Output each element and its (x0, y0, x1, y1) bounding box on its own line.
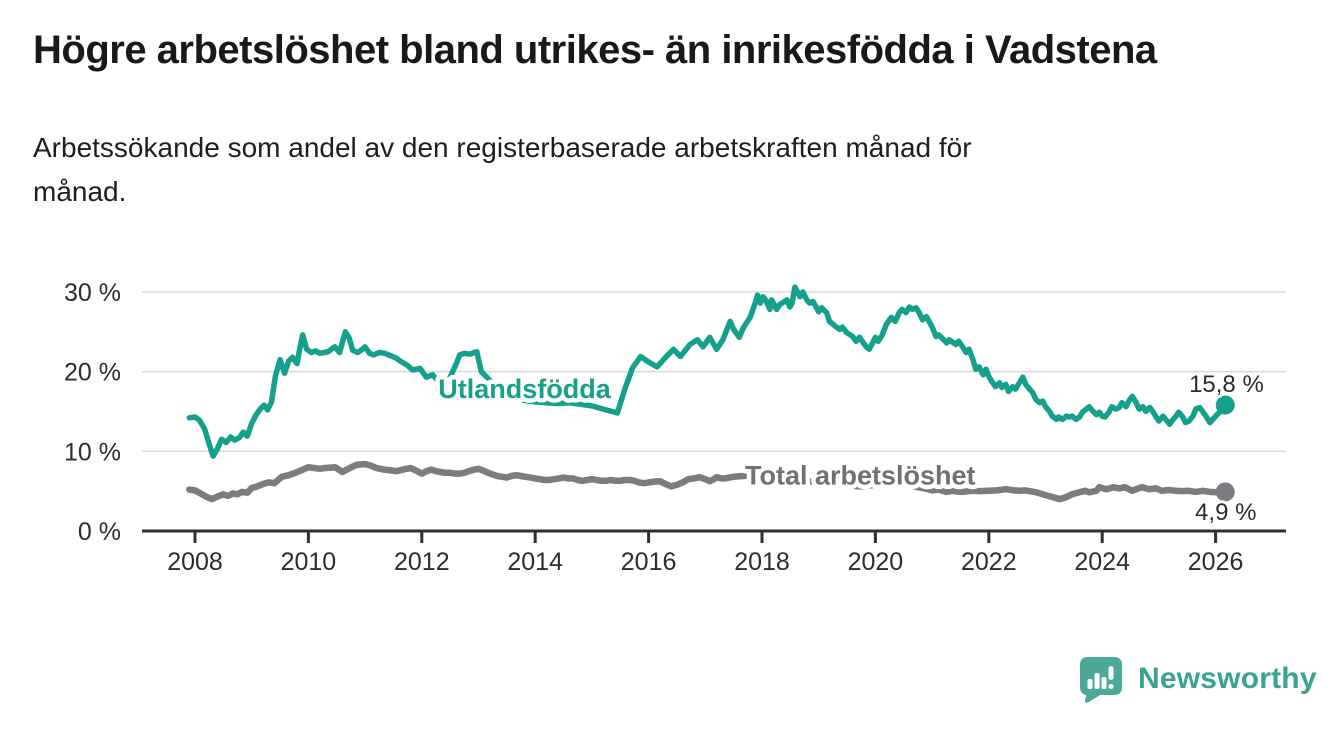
y-tick-label: 20 % (64, 359, 121, 387)
series-label-utlandsf-dda: Utlandsfödda (438, 374, 611, 404)
newsworthy-chart-bubble-icon (1080, 657, 1122, 703)
end-value-label-total-arbetsl-shet: 4,9 % (1195, 499, 1256, 526)
x-tick-label: 2020 (848, 548, 904, 576)
end-value-label-utlandsf-dda: 15,8 % (1189, 371, 1264, 398)
x-tick-label: 2026 (1188, 548, 1244, 576)
x-tick-label: 2012 (394, 548, 450, 576)
y-tick-label: 30 % (64, 279, 121, 307)
y-tick-label: 0 % (78, 518, 121, 546)
newsworthy-logo[interactable]: Newsworthy (1078, 655, 1317, 703)
x-tick-label: 2018 (734, 548, 790, 576)
x-tick-label: 2016 (621, 548, 677, 576)
series-line-utlandsf-dda (186, 284, 1228, 459)
chart-subtitle-line1: Arbetssökande som andel av den registerb… (33, 132, 972, 163)
y-tick-label: 10 % (64, 438, 121, 466)
x-tick-label: 2022 (961, 548, 1017, 576)
x-tick-label: 2024 (1074, 548, 1130, 576)
series-end-dot-utlandsf-dda (1215, 395, 1235, 415)
series-end-dot-total-arbetsl-shet (1215, 482, 1235, 502)
page-title: Högre arbetslöshet bland utrikes- än inr… (33, 28, 1157, 72)
chart-subtitle: Arbetssökande som andel av den registerb… (33, 126, 972, 214)
series-line-total-arbetsl-shet (186, 460, 1229, 503)
x-tick-label: 2010 (281, 548, 337, 576)
x-tick-label: 2008 (167, 548, 223, 576)
chart-subtitle-line2: månad. (33, 176, 127, 207)
newsworthy-logo-text: Newsworthy (1138, 662, 1317, 695)
x-tick-label: 2014 (507, 548, 563, 576)
series-label-total-arbetsl-shet: Total arbetslöshet (745, 461, 976, 491)
